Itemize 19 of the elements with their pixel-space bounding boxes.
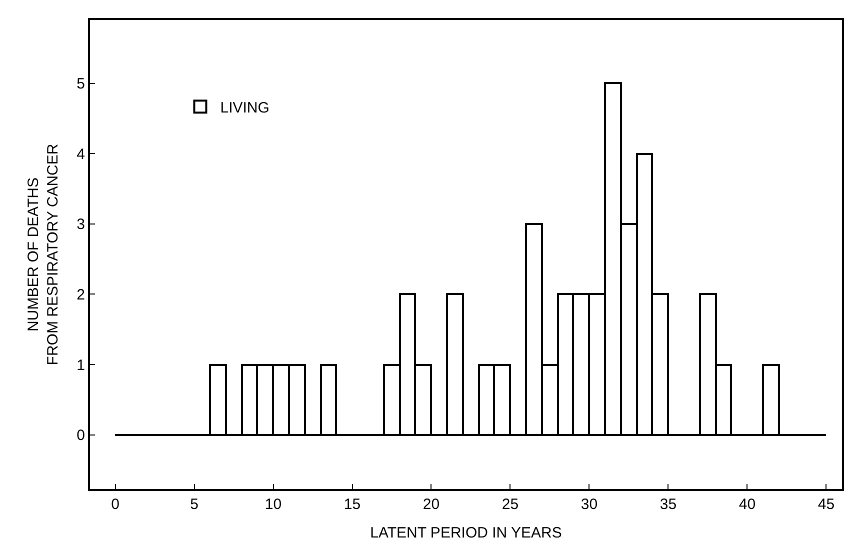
x-tick-label: 15: [344, 496, 361, 513]
x-tick-label: 20: [422, 496, 440, 513]
y-axis-title: NUMBER OF DEATHS FROM RESPIRATORY CANCER: [24, 144, 62, 366]
y-tick-label: 5: [76, 76, 85, 93]
x-tick-label: 30: [580, 496, 598, 513]
y-tick-label: 0: [76, 427, 85, 444]
legend-label: LIVING: [220, 99, 270, 116]
x-tick-label: 25: [502, 496, 519, 513]
x-axis-title: LATENT PERIOD IN YEARS: [370, 524, 562, 542]
x-tick-label: 0: [111, 496, 120, 513]
x-tick-label: 10: [264, 496, 282, 513]
y-tick-label: 3: [76, 216, 85, 234]
y-tick-label: 4: [76, 146, 85, 163]
x-tick-label: 35: [660, 496, 677, 513]
x-tick-label: 40: [738, 496, 756, 513]
y-tick-label: 1: [76, 356, 85, 374]
y-tick-label: 2: [76, 286, 85, 304]
x-tick-label: 45: [818, 496, 835, 513]
x-tick-label: 5: [190, 496, 198, 513]
